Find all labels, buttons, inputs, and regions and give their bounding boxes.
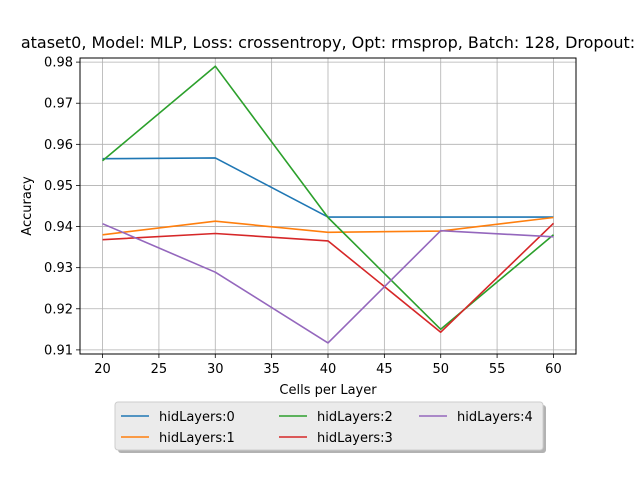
legend-label-2: hidLayers:2 (317, 410, 393, 425)
grid (80, 58, 576, 354)
y-tick-label: 0.92 (44, 302, 73, 317)
legend-label-4: hidLayers:4 (457, 410, 533, 425)
legend-label-3: hidLayers:3 (317, 431, 393, 446)
series-line-1 (102, 216, 554, 236)
x-axis-label: Cells per Layer (279, 383, 377, 398)
axis-ticks: 20 25 30 35 40 45 50 55 60 0.91 0.92 0.93 0.94 0.95 0.… (44, 56, 562, 377)
series-line-3 (102, 222, 555, 334)
series-lines (101, 65, 555, 344)
y-axis-label: Accuracy (20, 176, 35, 236)
y-tick-label: 0.91 (44, 343, 73, 358)
chart-title: ataset0, Model: MLP, Loss: crossentropy,… (21, 33, 635, 52)
y-tick-label: 0.95 (44, 179, 73, 194)
legend-label-0: hidLayers:0 (159, 410, 235, 425)
x-tick-label: 40 (320, 362, 337, 377)
legend-label-1: hidLayers:1 (159, 431, 235, 446)
x-tick-label: 25 (151, 362, 168, 377)
x-tick-label: 20 (94, 362, 111, 377)
legend-box (114, 401, 544, 451)
x-tick-label: 60 (545, 362, 562, 377)
x-tick-label: 50 (432, 362, 449, 377)
x-tick-label: 35 (263, 362, 280, 377)
x-tick-label: 30 (207, 362, 224, 377)
x-tick-label: 55 (489, 362, 506, 377)
y-tick-label: 0.96 (44, 138, 73, 153)
legend: hidLayers:0 hidLayers:1 hidLayers:2 hidLaye… (114, 401, 546, 453)
x-tick-label: 45 (376, 362, 393, 377)
series-line-2 (101, 65, 555, 331)
y-tick-label: 0.94 (44, 220, 73, 235)
y-tick-label: 0.93 (44, 261, 73, 276)
series-line-4 (102, 222, 554, 344)
y-tick-label: 0.97 (44, 97, 73, 112)
y-tick-label: 0.98 (44, 56, 73, 71)
